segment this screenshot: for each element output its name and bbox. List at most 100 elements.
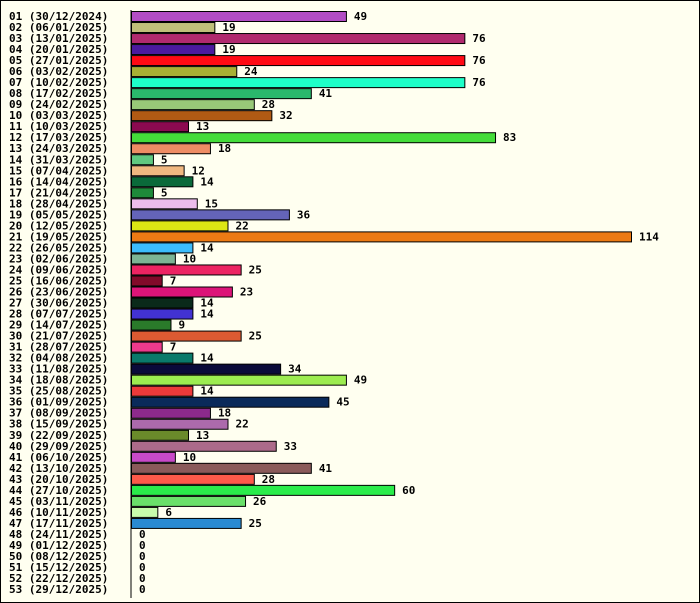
bar	[131, 374, 347, 386]
category-label: 20 (12/05/2025)	[9, 219, 108, 232]
bar-value-label: 0	[139, 583, 146, 596]
bar	[131, 330, 242, 342]
bar-value-label: 10	[183, 252, 196, 265]
bar-value-label: 33	[284, 440, 297, 453]
bar	[131, 352, 194, 364]
bar	[131, 187, 154, 199]
bar-value-label: 7	[170, 341, 177, 354]
bar	[131, 506, 159, 518]
bar-value-label: 32	[279, 109, 292, 122]
bar-value-label: 9	[178, 319, 185, 332]
bar	[131, 418, 229, 430]
bar-value-label: 45	[336, 396, 349, 409]
bar-value-label: 5	[161, 186, 168, 199]
category-label: 21 (19/05/2025)	[9, 230, 108, 243]
category-label: 15 (07/04/2025)	[9, 164, 108, 177]
bar-value-label: 18	[218, 142, 231, 155]
bar	[131, 220, 229, 232]
bar-value-label: 49	[354, 374, 367, 387]
bar	[131, 286, 233, 298]
bar-value-label: 34	[288, 363, 302, 376]
bar	[131, 451, 176, 463]
category-label: 49 (01/12/2025)	[9, 539, 108, 552]
bar	[131, 396, 330, 408]
category-label: 24 (09/06/2025)	[9, 263, 108, 276]
bar	[131, 484, 396, 496]
bar-value-label: 19	[222, 43, 235, 56]
bar-value-label: 76	[472, 76, 486, 89]
bar	[131, 363, 282, 375]
category-label: 41 (06/10/2025)	[9, 451, 108, 464]
bar-value-label: 14	[200, 175, 214, 188]
category-label: 47 (17/11/2025)	[9, 517, 108, 530]
bar	[131, 407, 211, 419]
bar	[131, 462, 312, 474]
bar-value-label: 18	[218, 407, 231, 420]
category-label: 37 (08/09/2025)	[9, 407, 108, 420]
category-label: 11 (10/03/2025)	[9, 120, 108, 133]
bar-value-label: 15	[205, 197, 218, 210]
category-label: 22 (26/05/2025)	[9, 241, 108, 254]
category-label: 18 (28/04/2025)	[9, 197, 108, 210]
bar-value-label: 28	[262, 98, 275, 111]
bar-value-label: 114	[639, 230, 659, 243]
bar	[131, 275, 163, 287]
bar-value-label: 6	[165, 506, 172, 519]
bar-value-label: 41	[319, 462, 333, 475]
category-label: 48 (24/11/2025)	[9, 528, 108, 541]
bar-value-label: 26	[253, 495, 267, 508]
bar-value-label: 28	[262, 473, 275, 486]
bar	[131, 517, 242, 529]
category-label: 04 (20/01/2025)	[9, 43, 108, 56]
category-label: 08 (17/02/2025)	[9, 87, 108, 100]
bar-value-label: 14	[200, 385, 214, 398]
bar	[131, 99, 255, 111]
category-label: 25 (16/06/2025)	[9, 274, 108, 287]
bar-value-label: 0	[139, 550, 146, 563]
bar-value-label: 14	[200, 352, 214, 365]
category-label: 02 (06/01/2025)	[9, 21, 108, 34]
category-label: 53 (29/12/2025)	[9, 583, 108, 596]
category-label: 34 (18/08/2025)	[9, 374, 108, 387]
category-label: 38 (15/09/2025)	[9, 418, 108, 431]
bar-value-label: 7	[170, 274, 177, 287]
bar-value-label: 24	[244, 65, 258, 78]
bar-value-label: 76	[472, 54, 486, 67]
category-label: 45 (03/11/2025)	[9, 495, 108, 508]
bar-value-label: 14	[200, 241, 214, 254]
bar-value-label: 0	[139, 528, 146, 541]
category-label: 44 (27/10/2025)	[9, 484, 108, 497]
bar	[131, 495, 247, 507]
bar	[131, 11, 347, 22]
category-label: 19 (05/05/2025)	[9, 208, 108, 221]
category-label: 17 (21/04/2025)	[9, 186, 108, 199]
category-label: 07 (10/02/2025)	[9, 76, 108, 89]
bar	[131, 55, 466, 67]
bar	[131, 341, 163, 353]
category-label: 33 (11/08/2025)	[9, 363, 108, 376]
bar	[131, 308, 194, 320]
bar	[131, 154, 154, 166]
bar-value-label: 5	[161, 153, 168, 166]
bar-value-label: 25	[249, 263, 262, 276]
category-label: 30 (21/07/2025)	[9, 330, 108, 343]
bar	[131, 165, 185, 177]
bar	[131, 209, 290, 221]
category-label: 13 (24/03/2025)	[9, 142, 108, 155]
category-label: 10 (03/03/2025)	[9, 109, 108, 122]
bar	[131, 264, 242, 276]
bar-value-label: 13	[196, 429, 209, 442]
bar	[131, 88, 312, 100]
bar-value-label: 76	[472, 32, 486, 45]
bar	[131, 198, 198, 210]
category-label: 36 (01/09/2025)	[9, 396, 108, 409]
bar-value-label: 83	[503, 131, 516, 144]
bar-value-label: 36	[297, 208, 311, 221]
category-label: 12 (17/03/2025)	[9, 131, 108, 144]
category-label: 28 (07/07/2025)	[9, 308, 108, 321]
bar	[131, 319, 172, 331]
category-label: 14 (31/03/2025)	[9, 153, 108, 166]
bar	[131, 297, 194, 309]
